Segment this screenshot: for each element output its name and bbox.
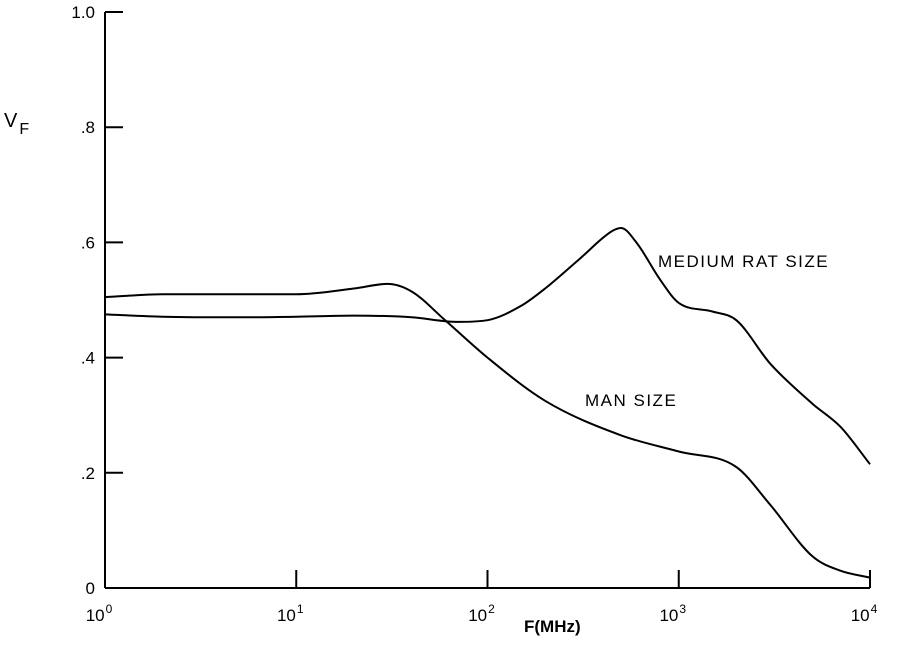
x-tick-label-exponent: 2 — [488, 602, 495, 616]
series-label-medium-rat-size: MEDIUM RAT SIZE — [658, 252, 829, 271]
y-tick-label: 0 — [86, 579, 95, 598]
series-line-medium-rat-size — [104, 226, 871, 465]
series-line-man-size — [104, 282, 871, 579]
x-tick-label: 102 — [468, 602, 495, 625]
x-tick-label-exponent: 0 — [106, 602, 113, 616]
x-tick-label-base: 10 — [659, 606, 678, 625]
x-tick-label: 103 — [659, 602, 686, 625]
x-tick-label: 100 — [86, 602, 113, 625]
y-tick-label: 1.0 — [71, 3, 95, 22]
x-tick-label: 104 — [851, 602, 878, 625]
x-tick-label-exponent: 1 — [297, 602, 304, 616]
y-axis-title-main: V — [4, 110, 18, 132]
y-tick-label: .4 — [81, 349, 95, 368]
x-tick-label-base: 10 — [277, 606, 296, 625]
x-tick-label: 101 — [277, 602, 304, 625]
y-tick-label: .2 — [81, 464, 95, 483]
y-tick-label: .6 — [81, 233, 95, 252]
series-label-man-size: MAN SIZE — [585, 391, 677, 410]
x-tick-label-exponent: 4 — [871, 602, 878, 616]
x-tick-label-base: 10 — [468, 606, 487, 625]
y-tick-label: .8 — [81, 118, 95, 137]
x-axis-title: F(MHz) — [524, 617, 581, 636]
x-tick-label-base: 10 — [86, 606, 105, 625]
x-tick-label-exponent: 3 — [679, 602, 686, 616]
y-ticks: 0 .2 .4 .6 .8 1.0 — [71, 3, 123, 598]
series-group — [104, 226, 871, 579]
axes — [104, 12, 870, 589]
x-tick-label-base: 10 — [851, 606, 870, 625]
x-ticks: 100 101 102 103 104 — [86, 570, 878, 625]
y-axis-title-sub: F — [19, 121, 29, 138]
